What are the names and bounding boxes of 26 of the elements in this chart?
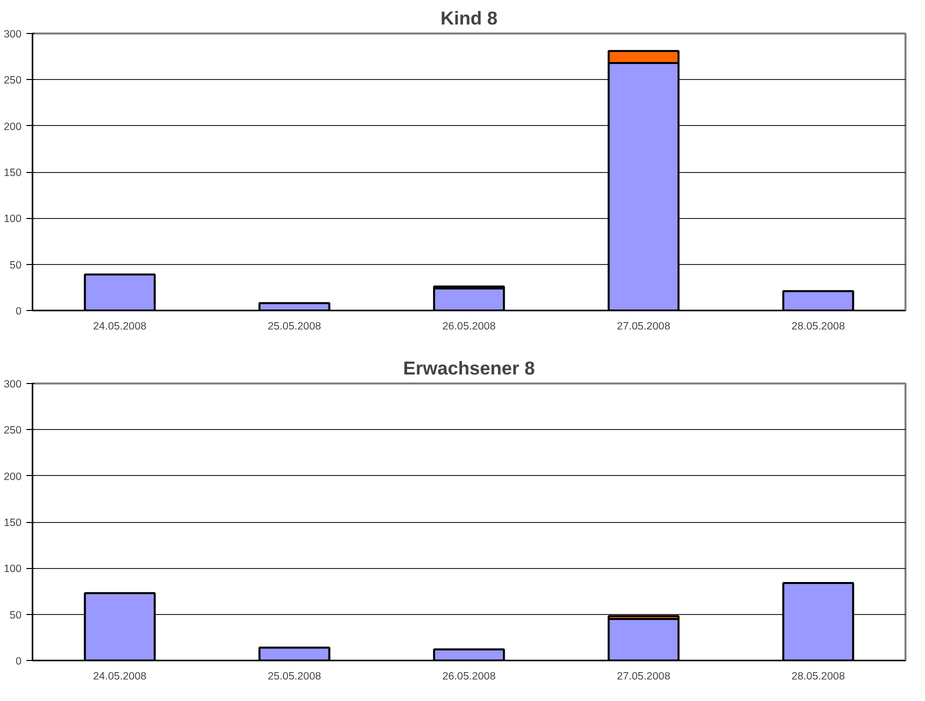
y-tick-label: 100 (4, 213, 22, 226)
y-tick-label: 250 (4, 74, 22, 87)
y-tick-label: 200 (4, 470, 22, 483)
x-tick-label: 26.05.2008 (442, 670, 496, 682)
x-tick-label: 27.05.2008 (616, 320, 670, 332)
y-tick-label: 200 (4, 120, 22, 133)
x-tick-label: 24.05.2008 (93, 670, 147, 682)
y-tick-label: 150 (4, 517, 22, 529)
y-tick-label: 150 (4, 167, 22, 179)
x-tick-label: 26.05.2008 (442, 320, 496, 332)
x-tick-label: 25.05.2008 (268, 320, 322, 332)
y-tick-label: 50 (10, 609, 22, 622)
y-tick-label: 250 (4, 424, 22, 437)
x-tick-label: 24.05.2008 (93, 320, 147, 332)
chart-title: Erwachsener 8 (403, 358, 535, 378)
y-tick-label: 100 (4, 563, 22, 576)
y-tick-label: 300 (4, 378, 22, 390)
x-tick-label: 27.05.2008 (616, 670, 670, 682)
x-tick-label: 28.05.2008 (792, 320, 845, 332)
y-tick-label: 50 (10, 259, 22, 272)
y-tick-label: 300 (4, 28, 22, 40)
x-tick-label: 28.05.2008 (792, 670, 845, 682)
y-tick-label: 0 (16, 656, 22, 668)
y-tick-label: 0 (16, 306, 22, 318)
x-tick-label: 25.05.2008 (268, 670, 322, 682)
chart-title: Kind 8 (440, 8, 498, 28)
